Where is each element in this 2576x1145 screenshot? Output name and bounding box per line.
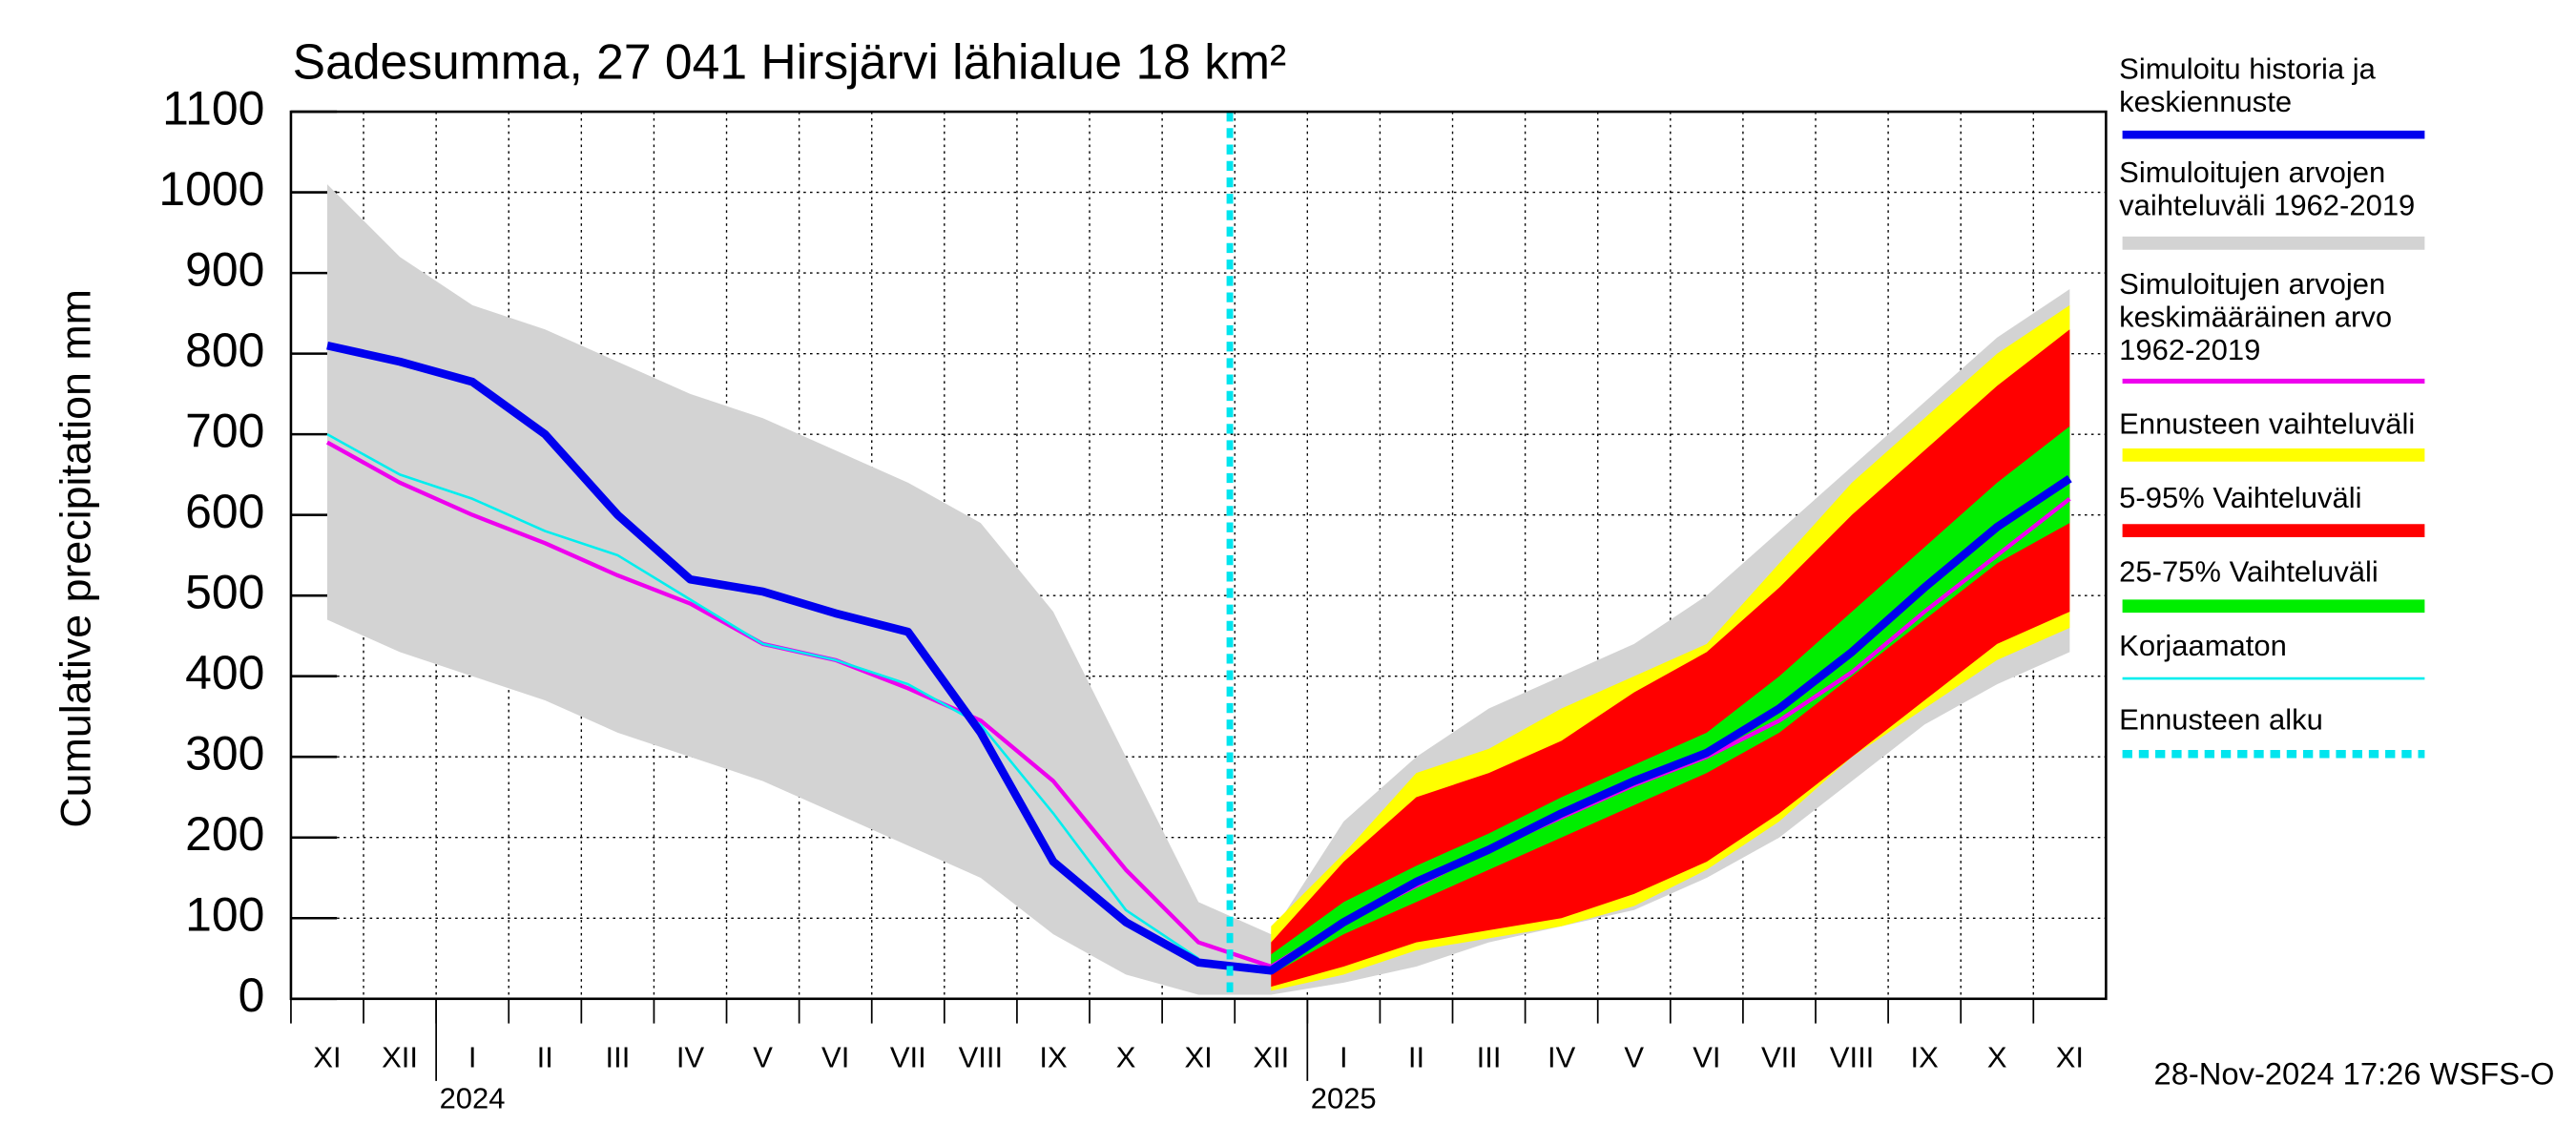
- legend-label: 25-75% Vaihteluväli: [2119, 554, 2379, 589]
- x-tick-label: I: [1340, 1041, 1348, 1074]
- legend-entry: Korjaamaton: [2119, 629, 2287, 662]
- y-tick-label: 900: [185, 242, 264, 296]
- x-tick-label: XI: [313, 1041, 341, 1074]
- y-tick-label: 400: [185, 646, 264, 699]
- x-tick-label: IV: [1548, 1041, 1576, 1074]
- y-tick-label: 800: [185, 323, 264, 377]
- x-tick-label: VI: [821, 1041, 849, 1074]
- legend-entry: 5-95% Vaihteluväli: [2119, 481, 2362, 514]
- year-label: 2025: [1311, 1082, 1377, 1115]
- chart-title: Sadesumma, 27 041 Hirsjärvi lähialue 18 …: [293, 34, 1287, 90]
- legend-label: 5-95% Vaihteluväli: [2119, 481, 2362, 514]
- x-tick-label: V: [1624, 1041, 1644, 1074]
- x-tick-label: XII: [382, 1041, 418, 1074]
- footer: 28-Nov-2024 17:26 WSFS-O: [2154, 1055, 2555, 1091]
- series-line: [326, 433, 1199, 960]
- x-tick-label: II: [1408, 1041, 1424, 1074]
- x-tick-label: XI: [1185, 1041, 1213, 1074]
- series-line: [325, 440, 2071, 969]
- series-line: [326, 341, 2072, 975]
- x-tick-label: X: [1987, 1041, 2007, 1074]
- y-tick-label: 700: [185, 404, 264, 457]
- legend-entry: Simuloitu historia ja keskiennuste: [2119, 52, 2376, 118]
- x-tick-label: VII: [890, 1041, 926, 1074]
- x-tick-label: V: [753, 1041, 773, 1074]
- y-tick-label: 200: [185, 807, 264, 861]
- x-tick-label: VIII: [1830, 1041, 1874, 1074]
- legend-label: Simuloitu historia ja keskiennuste: [2119, 52, 2376, 118]
- x-tick-label: VIII: [959, 1041, 1003, 1074]
- legend-entry: 25-75% Vaihteluväli: [2119, 554, 2379, 589]
- x-tick-label: VII: [1761, 1041, 1797, 1074]
- x-tick-label: IX: [1039, 1041, 1067, 1074]
- year-label: 2024: [440, 1082, 506, 1115]
- legend-entry: Simuloitujen arvojen keskimääräinen arvo…: [2119, 267, 2393, 366]
- y-tick-label: 100: [185, 887, 264, 941]
- x-tick-label: XII: [1253, 1041, 1289, 1074]
- legend-entry: Simuloitujen arvojen vaihteluväli 1962-2…: [2119, 156, 2416, 222]
- legend-entry: Ennusteen alku: [2119, 702, 2323, 737]
- y-tick-label: 1100: [162, 81, 264, 135]
- range-band: [1271, 329, 2070, 988]
- x-tick-label: I: [468, 1041, 477, 1074]
- y-tick-label: 500: [185, 565, 264, 618]
- y-axis-label: Cumulative precipitation mm: [52, 289, 100, 828]
- plot-frame: [289, 110, 2108, 1001]
- legend-label: Ennusteen alku: [2119, 702, 2323, 737]
- legend-label: Simuloitujen arvojen vaihteluväli 1962-2…: [2119, 156, 2416, 222]
- y-tick-label: 1000: [158, 162, 264, 216]
- x-tick-label: III: [1477, 1041, 1502, 1074]
- x-tick-label: II: [537, 1041, 553, 1074]
- x-tick-label: IX: [1911, 1041, 1939, 1074]
- legend-entry: Ennusteen vaihteluväli: [2119, 406, 2416, 441]
- y-tick-label: 300: [185, 726, 264, 780]
- y-tick-label: 0: [239, 968, 265, 1022]
- legend-label: Korjaamaton: [2119, 629, 2287, 662]
- x-tick-label: III: [605, 1041, 630, 1074]
- legend-label: Ennusteen vaihteluväli: [2119, 406, 2416, 441]
- x-tick-label: XI: [2056, 1041, 2084, 1074]
- x-tick-label: X: [1116, 1041, 1136, 1074]
- legend-label: Simuloitujen arvojen keskimääräinen arvo…: [2119, 267, 2393, 366]
- x-tick-label: VI: [1693, 1041, 1720, 1074]
- x-tick-label: IV: [676, 1041, 705, 1074]
- y-tick-label: 600: [185, 485, 264, 538]
